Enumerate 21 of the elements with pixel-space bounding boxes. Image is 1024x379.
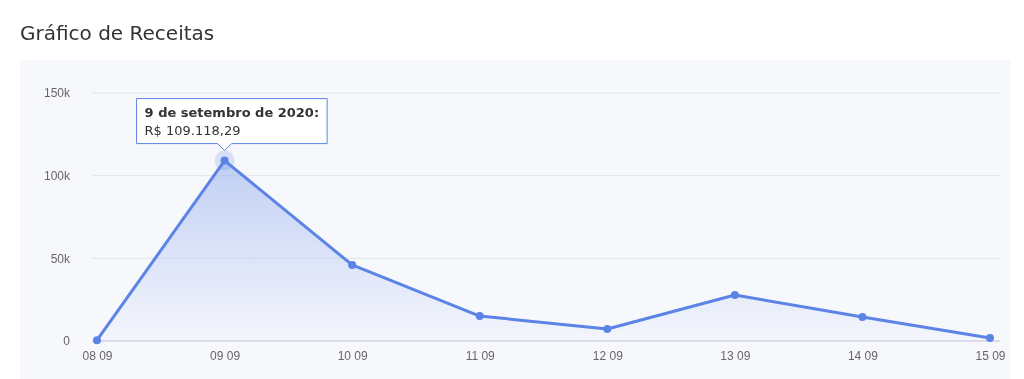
point bbox=[986, 334, 994, 343]
point bbox=[475, 312, 484, 321]
point bbox=[603, 324, 612, 333]
y-tick-label: 0 bbox=[63, 334, 71, 349]
annotation: 9 de setembro de 2020: R$ 109.118,29 bbox=[144, 104, 320, 138]
x-tick-label: 13 09 bbox=[720, 348, 751, 363]
x-tick-label: 09 09 bbox=[210, 348, 241, 363]
x-tick-label: 10 09 bbox=[337, 348, 368, 363]
x-tick-label: 08 09 bbox=[82, 348, 113, 363]
x-tick-label: 11 09 bbox=[465, 348, 496, 363]
y-tick-label: 100k bbox=[43, 169, 71, 184]
point bbox=[348, 260, 357, 269]
y-tick-label: 50k bbox=[50, 251, 71, 266]
point bbox=[93, 336, 101, 345]
point bbox=[858, 313, 867, 322]
x-tick-label: 12 09 bbox=[592, 348, 624, 363]
point bbox=[730, 291, 739, 300]
y-tick-label: 150k bbox=[43, 86, 71, 101]
x-tick-label: 14 09 bbox=[847, 348, 879, 363]
x-tick-label: 15 09 bbox=[975, 348, 1006, 363]
chart-title: Gráfico de Receitas bbox=[20, 21, 215, 45]
